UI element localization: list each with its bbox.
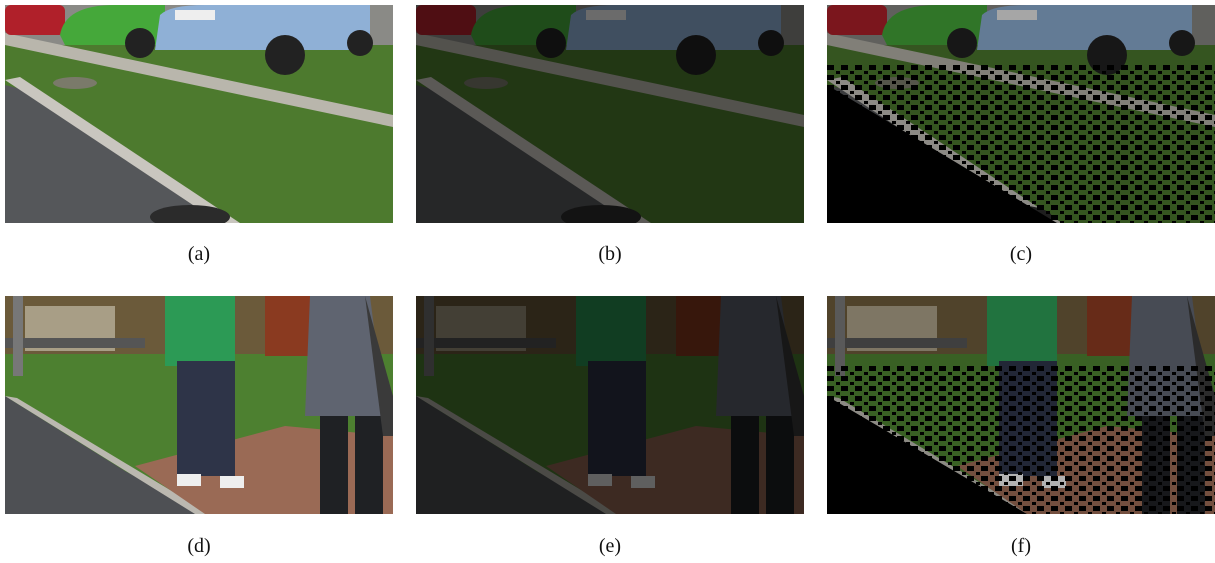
image-panel [827, 5, 1215, 223]
image-panel [5, 296, 393, 514]
caption: (e) [598, 535, 622, 557]
image-panel [416, 296, 804, 514]
caption: (f) [1011, 535, 1031, 557]
image-panel [416, 5, 804, 223]
caption: (a) [187, 243, 211, 265]
image-panel [827, 296, 1215, 514]
image-panel [5, 5, 393, 223]
caption: (c) [1009, 243, 1033, 265]
caption: (d) [187, 535, 211, 557]
caption: (b) [598, 243, 622, 265]
